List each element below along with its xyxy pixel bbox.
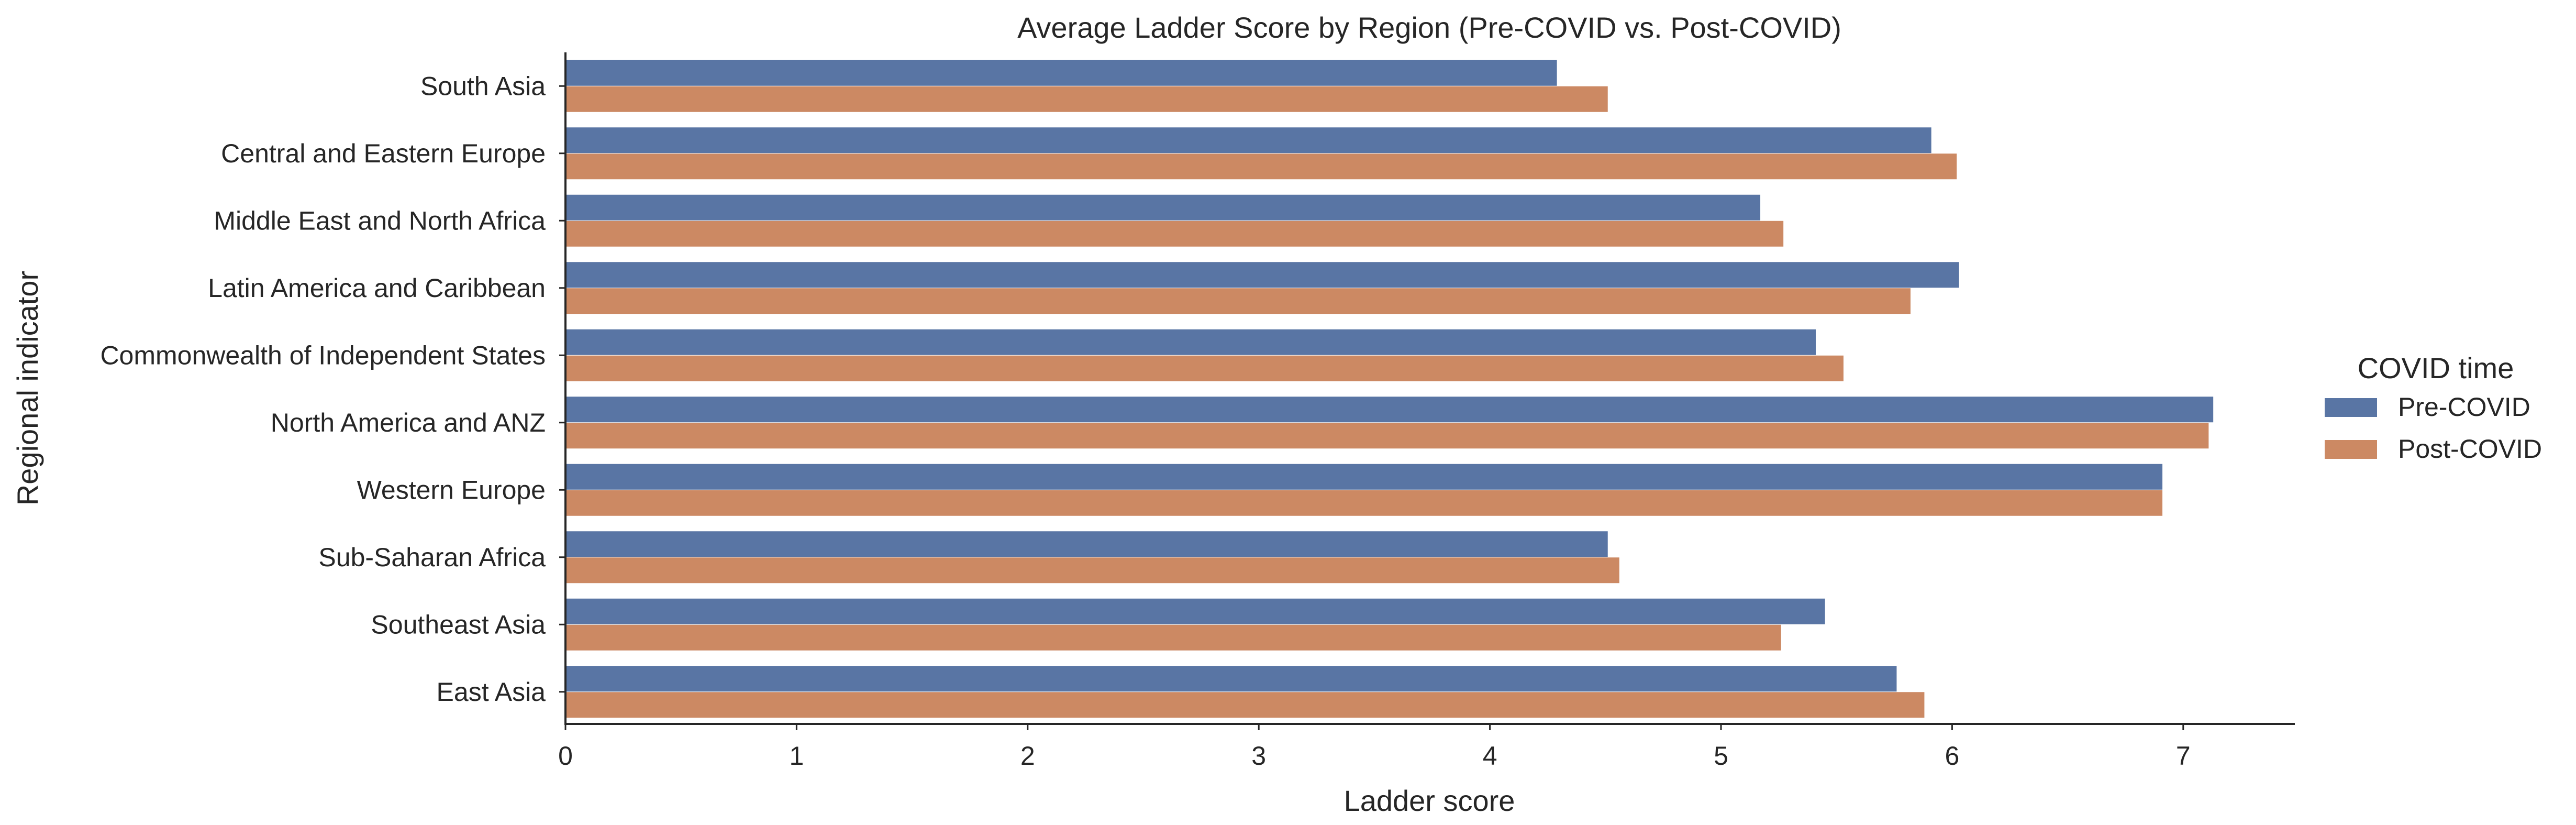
bar-pre-covid — [565, 262, 1959, 288]
legend-swatch-post-covid — [2325, 440, 2377, 459]
y-tick-label: Middle East and North Africa — [214, 206, 546, 235]
y-axis-label: Regional indicator — [11, 271, 44, 505]
legend-items: Pre-COVID Post-COVID — [2325, 392, 2542, 464]
y-tick-label: Commonwealth of Independent States — [100, 340, 546, 370]
bar-pre-covid — [565, 397, 2214, 423]
y-tick-label: South Asia — [420, 71, 546, 101]
legend-label-post-covid: Post-COVID — [2398, 434, 2542, 464]
legend-title: COVID time — [2358, 351, 2514, 384]
bar-pre-covid — [565, 60, 1557, 86]
x-ticks: 0 1 2 3 4 5 6 7 — [558, 724, 2191, 771]
bar-pre-covid — [565, 464, 2163, 490]
bar-post-covid — [565, 624, 1781, 651]
x-tick-label: 2 — [1020, 741, 1035, 771]
y-tick-label: Western Europe — [357, 475, 546, 504]
x-axis-label: Ladder score — [1344, 784, 1515, 817]
bar-post-covid — [565, 692, 1925, 718]
bar-post-covid — [565, 288, 1911, 314]
bar-post-covid — [565, 86, 1608, 112]
bar-pre-covid — [565, 329, 1816, 355]
legend: COVID time Pre-COVID Post-COVID — [2325, 351, 2542, 464]
y-tick-label: Latin America and Caribbean — [208, 273, 546, 303]
x-tick-label: 4 — [1483, 741, 1497, 771]
bar-pre-covid — [565, 666, 1897, 692]
bar-post-covid — [565, 557, 1619, 584]
bar-pre-covid — [565, 127, 1931, 153]
x-tick-label: 5 — [1714, 741, 1728, 771]
bar-post-covid — [565, 153, 1957, 180]
bars-layer — [565, 60, 2214, 718]
legend-label-pre-covid: Pre-COVID — [2398, 392, 2530, 422]
x-tick-label: 3 — [1251, 741, 1266, 771]
y-tick-label: Central and Eastern Europe — [221, 139, 546, 168]
bar-post-covid — [565, 423, 2209, 449]
bar-post-covid — [565, 355, 1844, 381]
x-tick-label: 1 — [789, 741, 804, 771]
y-tick-label: Southeast Asia — [371, 610, 546, 639]
y-tick-label: Sub-Saharan Africa — [318, 543, 546, 572]
y-tick-label: North America and ANZ — [271, 408, 546, 437]
y-tick-label: East Asia — [437, 677, 546, 707]
legend-swatch-pre-covid — [2325, 398, 2377, 417]
x-tick-label: 0 — [558, 741, 573, 771]
bar-post-covid — [565, 221, 1784, 247]
bar-post-covid — [565, 490, 2163, 516]
x-tick-label: 6 — [1945, 741, 1959, 771]
y-tick-labels: South Asia Central and Eastern Europe Midd… — [100, 71, 565, 707]
chart-title: Average Ladder Score by Region (Pre-COVI… — [1017, 11, 1841, 44]
bar-pre-covid — [565, 598, 1825, 624]
bar-pre-covid — [565, 531, 1608, 557]
bar-pre-covid — [565, 194, 1761, 221]
x-tick-label: 7 — [2176, 741, 2191, 771]
